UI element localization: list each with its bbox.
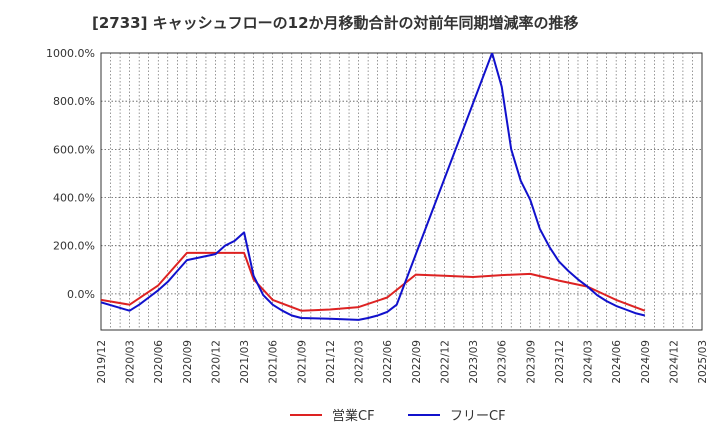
x-tick-label: 2020/06 [153,340,165,384]
x-tick-label: 2022/12 [439,340,451,384]
chart-title: [2733] キャッシュフローの12か月移動合計の対前年同期増減率の推移 [92,14,579,32]
x-tick-label: 2024/12 [668,340,680,384]
x-tick-label: 2023/03 [468,340,480,384]
plot-area-border [100,52,703,331]
y-tick-label: 600.0% [53,143,95,156]
x-tick-label: 2019/12 [96,340,108,384]
x-tick-label: 2021/12 [325,340,337,384]
x-tick-label: 2021/09 [296,340,308,384]
y-tick-label: 0.0% [67,288,95,301]
x-tick-label: 2020/03 [125,340,137,384]
x-tick-label: 2021/03 [239,340,251,384]
x-tick-label: 2024/09 [640,340,652,384]
x-tick-label: 2022/06 [382,340,394,384]
x-tick-label: 2023/06 [497,340,509,384]
x-tick-label: 2024/03 [583,340,595,384]
y-tick-label: 200.0% [53,240,95,253]
x-tick-label: 2022/03 [354,340,366,384]
x-tick-label: 2024/06 [611,340,623,384]
series-line-2 [101,53,646,321]
x-tick-label: 2022/09 [411,340,423,384]
x-tick-label: 2025/03 [697,340,709,384]
x-tick-label: 2021/06 [268,340,280,384]
x-tick-label: 2020/12 [210,340,222,384]
legend-label-1: 営業CF [332,408,375,424]
x-tick-label: 2023/12 [554,340,566,384]
x-tick-label: 2023/09 [525,340,537,384]
x-tick-label: 2020/09 [182,340,194,384]
series-line-1 [101,251,646,312]
y-tick-label: 400.0% [53,192,95,205]
y-tick-label: 1000.0% [46,47,95,60]
y-tick-label: 800.0% [53,95,95,108]
legend-label-2: フリーCF [450,409,506,424]
